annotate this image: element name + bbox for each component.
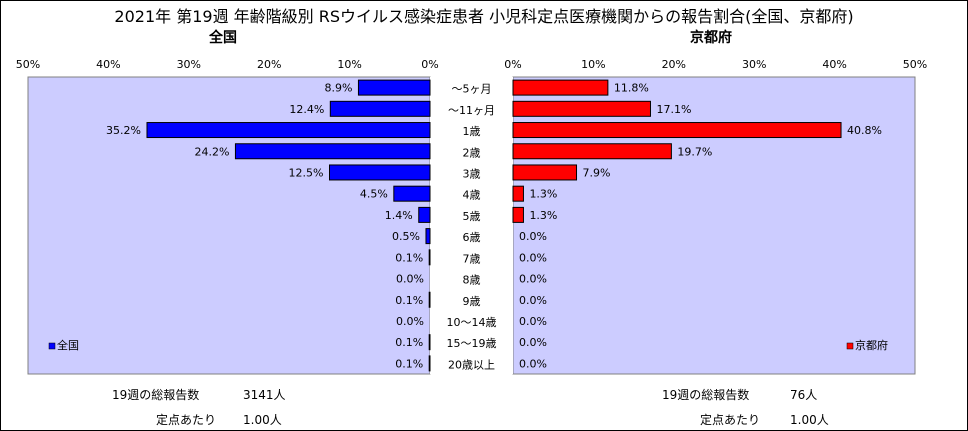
national-data-label: 0.1% [395, 336, 423, 349]
national-axis-tick: 40% [96, 58, 120, 71]
chart-title: 2021年 第19週 年齢階級別 RSウイルス感染症患者 小児科定点医療機関から… [114, 7, 854, 26]
kyoto-data-label: 40.8% [847, 124, 882, 137]
national-data-label: 12.4% [289, 103, 324, 116]
age-category-label: 7歳 [463, 252, 481, 265]
national-bar [418, 206, 431, 223]
left-panel-title: 全国 [209, 30, 237, 46]
kyoto-total-label: 19週の総報告数 [662, 388, 750, 402]
national-axis-tick: 10% [337, 58, 361, 71]
national-data-label: 0.0% [396, 273, 424, 286]
national-legend-swatch [48, 342, 56, 350]
kyoto-axis-tick: 20% [662, 58, 686, 71]
kyoto-data-label: 0.0% [519, 251, 547, 264]
kyoto-axis-tick: 0% [504, 58, 521, 71]
national-per-label: 定点あたり [156, 413, 217, 427]
age-category-label: 20歳以上 [448, 358, 495, 371]
kyoto-bar [512, 100, 651, 117]
national-total-value: 3141人 [243, 388, 286, 402]
kyoto-data-label: 0.0% [519, 294, 547, 307]
age-category-label: ～5ヶ月 [452, 83, 492, 96]
age-category-label: 9歳 [463, 295, 481, 308]
kyoto-data-label: 1.3% [529, 209, 557, 222]
kyoto-bar [512, 185, 524, 202]
category-band [430, 77, 513, 374]
national-data-label: 0.1% [395, 357, 423, 370]
age-category-label: 2歳 [463, 146, 481, 159]
kyoto-axis-tick: 30% [742, 58, 766, 71]
age-category-label: 5歳 [463, 210, 481, 223]
national-bar [393, 185, 431, 202]
national-bar [428, 334, 431, 351]
national-data-label: 0.5% [392, 230, 420, 243]
national-axis-tick: 30% [177, 58, 201, 71]
kyoto-data-label: 0.0% [519, 315, 547, 328]
national-data-label: 12.5% [289, 166, 324, 179]
national-data-label: 8.9% [324, 82, 352, 95]
kyoto-total-value: 76人 [790, 388, 818, 402]
national-axis-tick: 20% [257, 58, 281, 71]
national-plot-area [27, 76, 431, 375]
kyoto-bar [512, 79, 609, 96]
age-category-label: 1歳 [463, 125, 481, 138]
kyoto-per-label: 定点あたり [700, 413, 761, 427]
national-axis-tick: 50% [16, 58, 40, 71]
kyoto-data-label: 11.8% [614, 82, 649, 95]
kyoto-axis-tick: 10% [581, 58, 605, 71]
kyoto-per-value: 1.00人 [790, 413, 829, 427]
national-data-label: 1.4% [385, 209, 413, 222]
age-category-label: 4歳 [463, 189, 481, 202]
kyoto-bar [512, 164, 578, 181]
national-data-label: 24.2% [194, 145, 229, 158]
kyoto-legend-swatch [846, 342, 854, 350]
kyoto-data-label: 17.1% [656, 103, 691, 116]
national-bar [329, 164, 431, 181]
national-data-label: 4.5% [360, 188, 388, 201]
age-category-label: 3歳 [463, 167, 481, 180]
kyoto-axis-tick: 50% [903, 58, 927, 71]
kyoto-data-label: 0.0% [519, 357, 547, 370]
national-axis-tick: 0% [421, 58, 438, 71]
national-data-label: 0.1% [395, 251, 423, 264]
national-data-label: 35.2% [106, 124, 141, 137]
national-total-label: 19週の総報告数 [112, 388, 200, 402]
national-bar [146, 122, 431, 139]
kyoto-bar [512, 206, 524, 223]
kyoto-bar [512, 122, 842, 139]
kyoto-data-label: 1.3% [529, 188, 557, 201]
age-category-label: 10～14歳 [447, 316, 497, 329]
national-per-value: 1.00人 [243, 413, 282, 427]
national-bar [425, 228, 431, 245]
right-panel-title: 京都府 [690, 30, 732, 46]
kyoto-legend-label: 京都府 [855, 338, 888, 352]
kyoto-data-label: 19.7% [677, 145, 712, 158]
kyoto-data-label: 0.0% [519, 336, 547, 349]
national-data-label: 0.0% [396, 315, 424, 328]
national-bar [357, 79, 431, 96]
kyoto-bar [512, 143, 672, 160]
national-bar [329, 100, 431, 117]
kyoto-data-label: 0.0% [519, 230, 547, 243]
age-category-label: 15～19歳 [447, 337, 497, 350]
kyoto-data-label: 7.9% [583, 166, 611, 179]
kyoto-plot-area [512, 76, 916, 375]
national-legend-label: 全国 [57, 338, 79, 352]
kyoto-data-label: 0.0% [519, 273, 547, 286]
age-category-label: 8歳 [463, 274, 481, 287]
national-bar [234, 143, 431, 160]
national-data-label: 0.1% [395, 294, 423, 307]
age-category-label: ～11ヶ月 [448, 104, 495, 117]
age-category-label: 6歳 [463, 231, 481, 244]
national-bar [428, 249, 431, 266]
kyoto-axis-tick: 40% [822, 58, 846, 71]
national-bar [428, 291, 431, 308]
national-bar [428, 355, 431, 372]
